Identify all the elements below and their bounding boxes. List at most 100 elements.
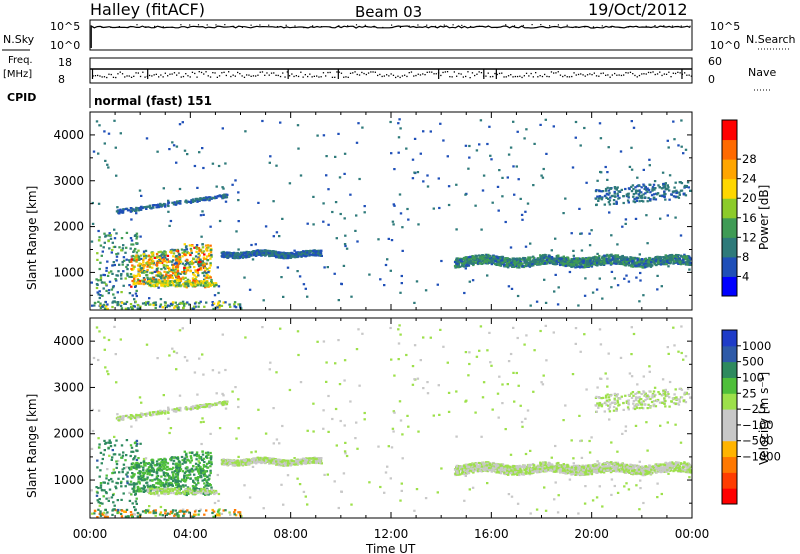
power-pixel <box>96 283 99 286</box>
power-pixel <box>160 253 163 256</box>
power-pixel <box>140 279 143 282</box>
velocity-pixel <box>648 370 651 373</box>
power-pixel <box>215 283 218 287</box>
power-pixel <box>667 186 670 189</box>
velocity-pixel <box>120 485 123 488</box>
noise-search-point <box>294 25 296 27</box>
power-pixel <box>265 252 268 255</box>
power-pixel <box>119 274 123 277</box>
power-pixel <box>216 306 219 309</box>
power-pixel <box>616 255 620 258</box>
velocity-pixel <box>116 482 119 485</box>
power-pixel <box>98 124 101 127</box>
power-pixel <box>156 284 159 287</box>
power-pixel <box>206 196 209 199</box>
nave-point <box>611 74 613 76</box>
power-pixel <box>293 254 296 257</box>
power-pixel <box>525 128 528 131</box>
power-pixel <box>496 185 500 188</box>
power-pixel <box>617 261 620 264</box>
velocity-pixel <box>102 453 105 456</box>
power-pixel <box>126 263 129 267</box>
power-pixel <box>173 201 176 204</box>
noise-search-point <box>92 26 94 28</box>
nave-point <box>386 74 388 76</box>
velocity-pixel <box>513 400 516 403</box>
power-pixel <box>184 281 187 284</box>
power-pixel <box>554 273 557 276</box>
velocity-pixel <box>128 466 131 469</box>
power-pixel <box>168 280 172 283</box>
power-pixel <box>664 182 667 185</box>
power-pixel <box>229 305 232 308</box>
velocity-pixel <box>387 445 390 448</box>
velocity-pixel <box>169 510 173 513</box>
nave-point <box>101 76 103 78</box>
power-pixel <box>343 243 347 246</box>
nave-point <box>593 72 595 74</box>
power-pixel <box>211 162 215 165</box>
power-pixel <box>145 254 148 257</box>
velocity-pixel <box>98 475 101 478</box>
velocity-pixel <box>507 360 511 363</box>
power-pixel <box>486 274 489 277</box>
power-pixel <box>203 253 206 256</box>
power-pixel <box>298 275 302 278</box>
velocity-pixel <box>237 405 240 409</box>
power-pixel <box>406 207 409 211</box>
power-pixel <box>163 270 166 273</box>
power-pixel <box>120 291 123 294</box>
power-pixel <box>175 260 179 263</box>
power-pixel <box>297 252 300 255</box>
power-pixel <box>132 243 135 246</box>
power-pixel <box>468 156 471 159</box>
power-pixel <box>536 262 539 265</box>
velocity-pixel <box>468 488 471 491</box>
power-pixel <box>215 185 218 188</box>
power-pixel <box>172 249 176 252</box>
power-pixel <box>519 260 522 263</box>
velocity-pixel <box>442 345 445 348</box>
velocity-pixel <box>145 343 149 346</box>
power-pixel <box>172 252 176 255</box>
power-pixel <box>494 257 498 261</box>
velocity-pixel <box>606 385 609 388</box>
velocity-pixel <box>149 511 152 514</box>
velocity-pixel <box>131 502 134 505</box>
velocity-pixel <box>97 486 100 490</box>
nave-point <box>99 75 101 77</box>
velocity-pixel <box>439 328 442 331</box>
power-pixel <box>134 292 138 295</box>
power-pixel <box>143 255 146 258</box>
velocity-pixel <box>666 346 669 349</box>
power-pixel <box>607 146 610 149</box>
nave-point <box>465 75 467 78</box>
power-pixel <box>190 199 193 202</box>
power-pixel <box>104 235 107 238</box>
power-pixel <box>504 257 508 260</box>
power-pixel <box>106 303 109 306</box>
power-pixel <box>195 250 198 253</box>
power-pixel <box>649 265 653 268</box>
power-pixel <box>630 146 633 149</box>
power-pixel <box>596 258 599 261</box>
velocity-pixel <box>128 491 131 494</box>
power-pixel <box>686 181 690 184</box>
nave-point <box>580 73 582 75</box>
power-pixel <box>184 263 188 266</box>
power-pixel <box>561 258 564 261</box>
power-pixel <box>136 282 139 285</box>
power-pixel <box>184 246 188 249</box>
nave-point <box>286 71 288 73</box>
power-pixel <box>649 259 652 262</box>
power-pixel <box>228 303 231 306</box>
velocity-pixel <box>120 509 124 512</box>
power-pixel <box>189 253 192 257</box>
power-pixel <box>139 206 143 209</box>
velocity-pixel <box>211 369 215 372</box>
power-pixel <box>488 259 491 262</box>
power-pixel <box>181 276 185 279</box>
power-pixel <box>229 252 233 255</box>
power-pixel <box>466 258 469 261</box>
power-pixel <box>141 268 144 271</box>
